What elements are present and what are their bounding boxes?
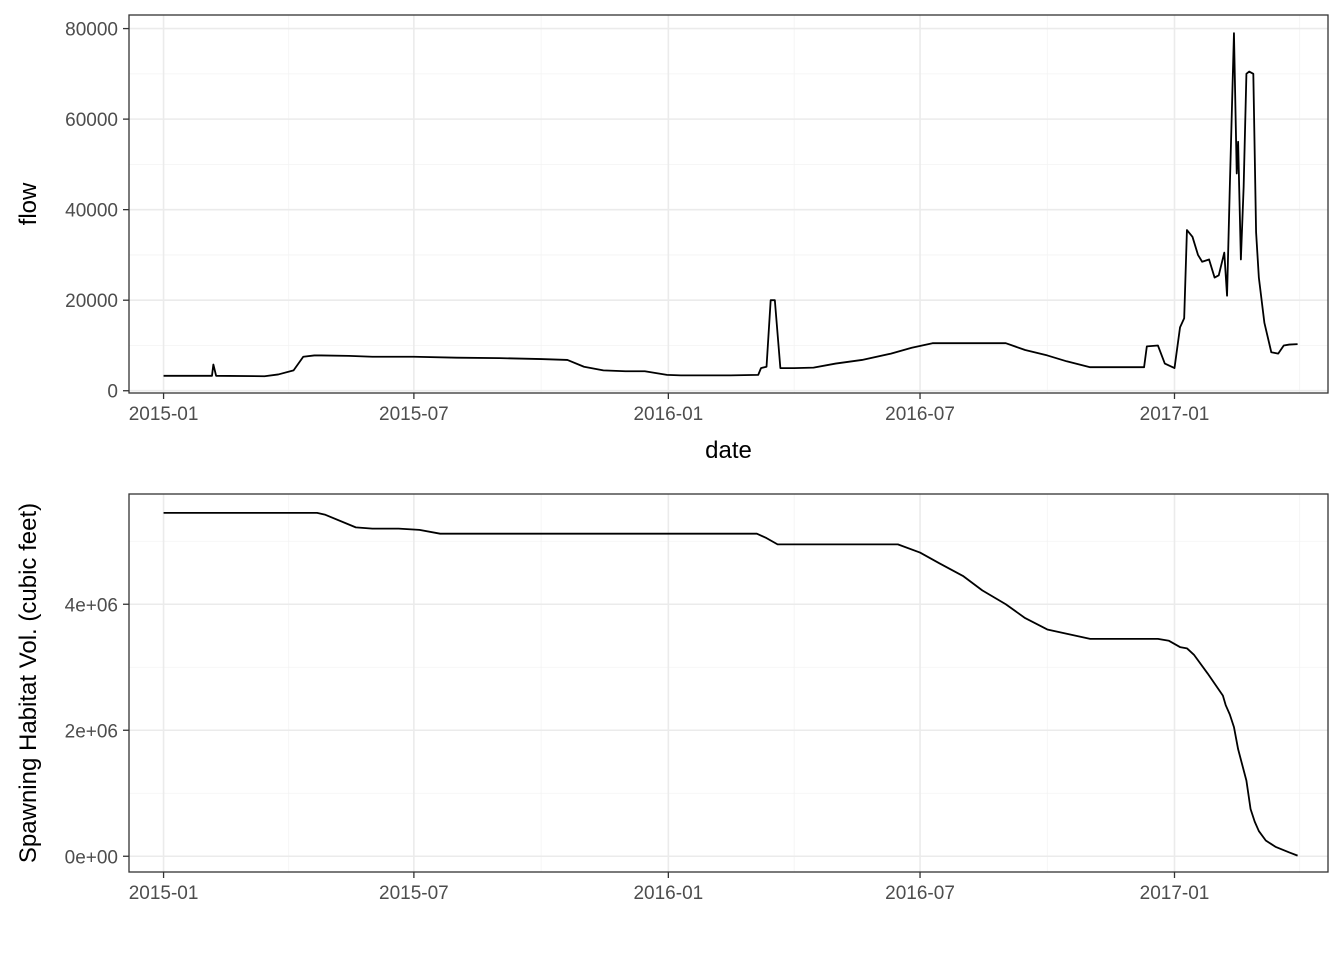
flow-chart-panel: 2015-01 2015-07 2016-01 2016-07 2017-01 0 2000… [15, 14, 1329, 464]
panel-background [129, 494, 1328, 872]
y-tick-label: 40000 [65, 201, 118, 222]
x-tick-label: 2016-01 [633, 883, 703, 904]
x-axis-title: date [705, 437, 752, 464]
y-axis-title: flow [15, 182, 42, 225]
series-line [163, 32, 1298, 378]
x-tick-label: 2017-01 [1140, 883, 1210, 904]
y-tick-label: 2e+06 [65, 721, 118, 742]
x-tick-label: 2015-01 [129, 883, 199, 904]
y-tick-label: 60000 [65, 110, 118, 131]
y-tick-label: 4e+06 [65, 595, 118, 616]
panel-border [128, 14, 1329, 394]
x-tick-label: 2016-01 [633, 404, 703, 425]
grid [129, 15, 1328, 393]
y-tick-label: 20000 [65, 291, 118, 312]
x-tick-label: 2016-07 [885, 404, 955, 425]
series-line [163, 512, 1298, 857]
y-axis-title: Spawning Habitat Vol. (cubic feet) [15, 503, 42, 863]
grid [129, 494, 1328, 872]
y-tick-label: 80000 [65, 20, 118, 41]
x-tick-label: 2015-07 [379, 404, 449, 425]
x-tick-label: 2015-01 [129, 404, 199, 425]
y-tick-label: 0e+00 [65, 847, 118, 868]
x-tick-label: 2017-01 [1140, 404, 1210, 425]
panel-border [128, 493, 1329, 873]
x-tick-label: 2015-07 [379, 883, 449, 904]
panel-background [129, 15, 1328, 393]
y-tick-label: 0 [107, 382, 118, 403]
x-tick-label: 2016-07 [885, 883, 955, 904]
spawning-volume-chart-panel: 2015-01 2015-07 2016-01 2016-07 2017-01 0e+00… [15, 493, 1329, 904]
